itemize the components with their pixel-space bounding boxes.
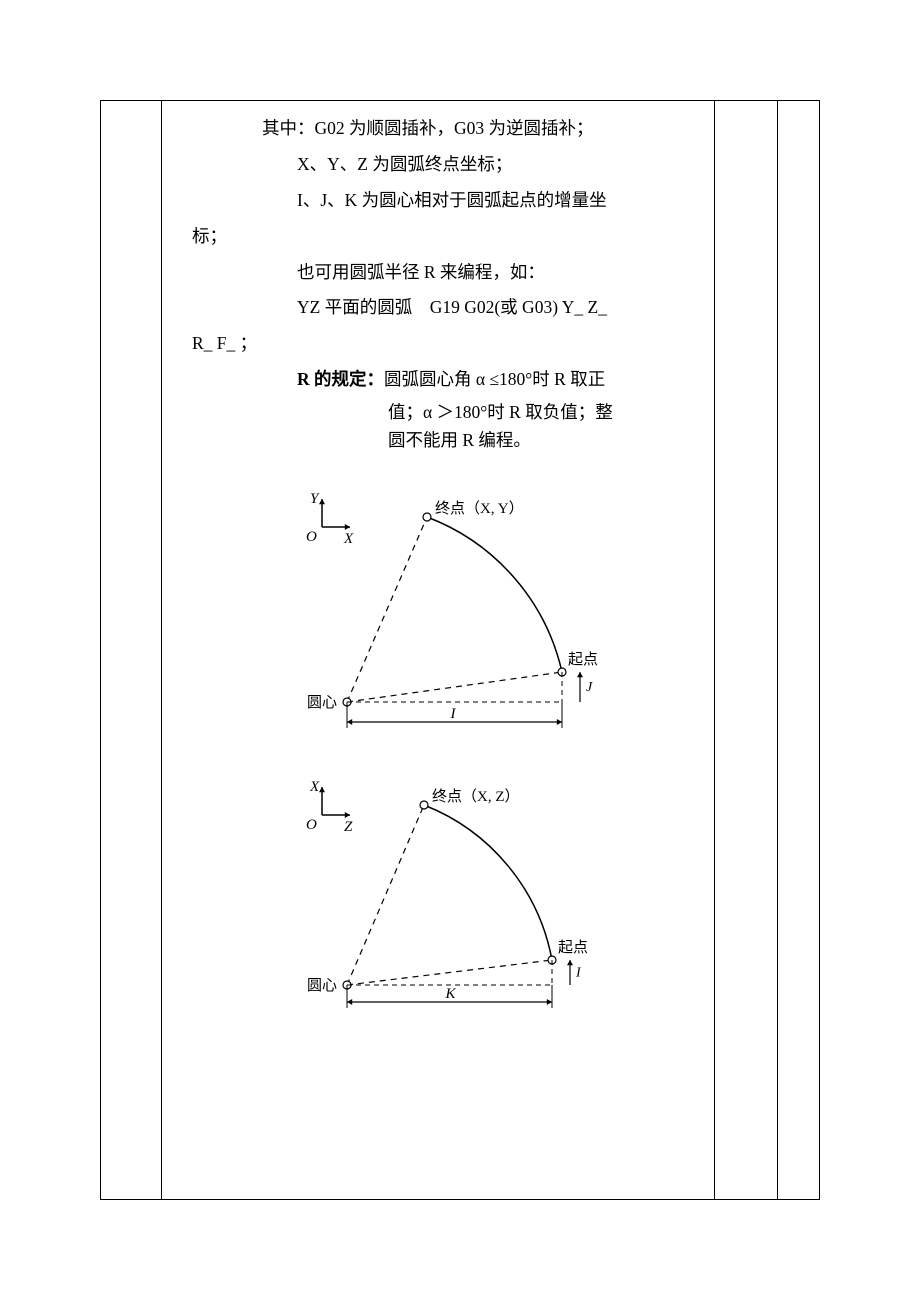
main-content: 其中：G02 为顺圆插补，G03 为逆圆插补； X、Y、Z 为圆弧终点坐标； I… xyxy=(162,101,714,1040)
table-col-right1 xyxy=(715,101,778,1199)
r-rule-heading: R 的规定：圆弧圆心角 α ≤180°时 R 取正 xyxy=(297,362,684,398)
svg-text:Z: Z xyxy=(344,819,353,835)
svg-text:O: O xyxy=(306,817,317,833)
svg-text:X: X xyxy=(309,779,320,795)
svg-text:X: X xyxy=(343,531,354,547)
diagram-container: Y X O 终点（X, Y） 圆心 起点 J I xyxy=(192,472,684,752)
text-line: R_ F_ ； xyxy=(192,326,684,362)
svg-text:Y: Y xyxy=(310,491,320,507)
document-page: 其中：G02 为顺圆插补，G03 为逆圆插补； X、Y、Z 为圆弧终点坐标； I… xyxy=(100,100,820,1200)
text-line: X、Y、Z 为圆弧终点坐标； xyxy=(192,147,684,183)
r-rule-text: 圆弧圆心角 α ≤180°时 R 取正 xyxy=(384,369,605,389)
text-line: 其中：G02 为顺圆插补，G03 为逆圆插补； xyxy=(192,111,684,147)
text-line: 标； xyxy=(192,219,684,255)
svg-text:起点: 起点 xyxy=(568,651,598,668)
svg-text:圆心: 圆心 xyxy=(307,694,337,711)
r-rule-text: 值；α ＞180°时 R 取负值；整 xyxy=(388,398,684,426)
svg-text:圆心: 圆心 xyxy=(307,977,337,994)
diagram-container: X Z O 终点（X, Z） 圆心 起点 I K xyxy=(192,770,684,1030)
table-border: 其中：G02 为顺圆插补，G03 为逆圆插补； X、Y、Z 为圆弧终点坐标； I… xyxy=(100,100,820,1200)
text-line: 也可用圆弧半径 R 来编程，如： xyxy=(192,255,684,291)
text-line: YZ 平面的圆弧 G19 G02(或 G03) Y_ Z_ xyxy=(192,290,684,326)
svg-text:K: K xyxy=(445,986,457,1002)
table-col-left xyxy=(101,101,162,1199)
svg-text:终点（X, Y）: 终点（X, Y） xyxy=(435,500,524,517)
r-rule-text: 圆不能用 R 编程。 xyxy=(388,426,684,454)
svg-text:I: I xyxy=(450,706,457,722)
r-rule-label: R 的规定： xyxy=(297,369,384,389)
table-col-main: 其中：G02 为顺圆插补，G03 为逆圆插补； X、Y、Z 为圆弧终点坐标； I… xyxy=(162,101,715,1199)
svg-text:J: J xyxy=(586,680,593,695)
arc-diagram-xy: Y X O 终点（X, Y） 圆心 起点 J I xyxy=(252,472,632,752)
arc-diagram-xz: X Z O 终点（X, Z） 圆心 起点 I K xyxy=(252,770,632,1030)
svg-text:I: I xyxy=(575,966,582,981)
svg-text:终点（X, Z）: 终点（X, Z） xyxy=(432,788,520,805)
text-line: I、J、K 为圆心相对于圆弧起点的增量坐 xyxy=(192,183,684,219)
svg-text:O: O xyxy=(306,529,317,545)
svg-text:起点: 起点 xyxy=(558,939,588,956)
